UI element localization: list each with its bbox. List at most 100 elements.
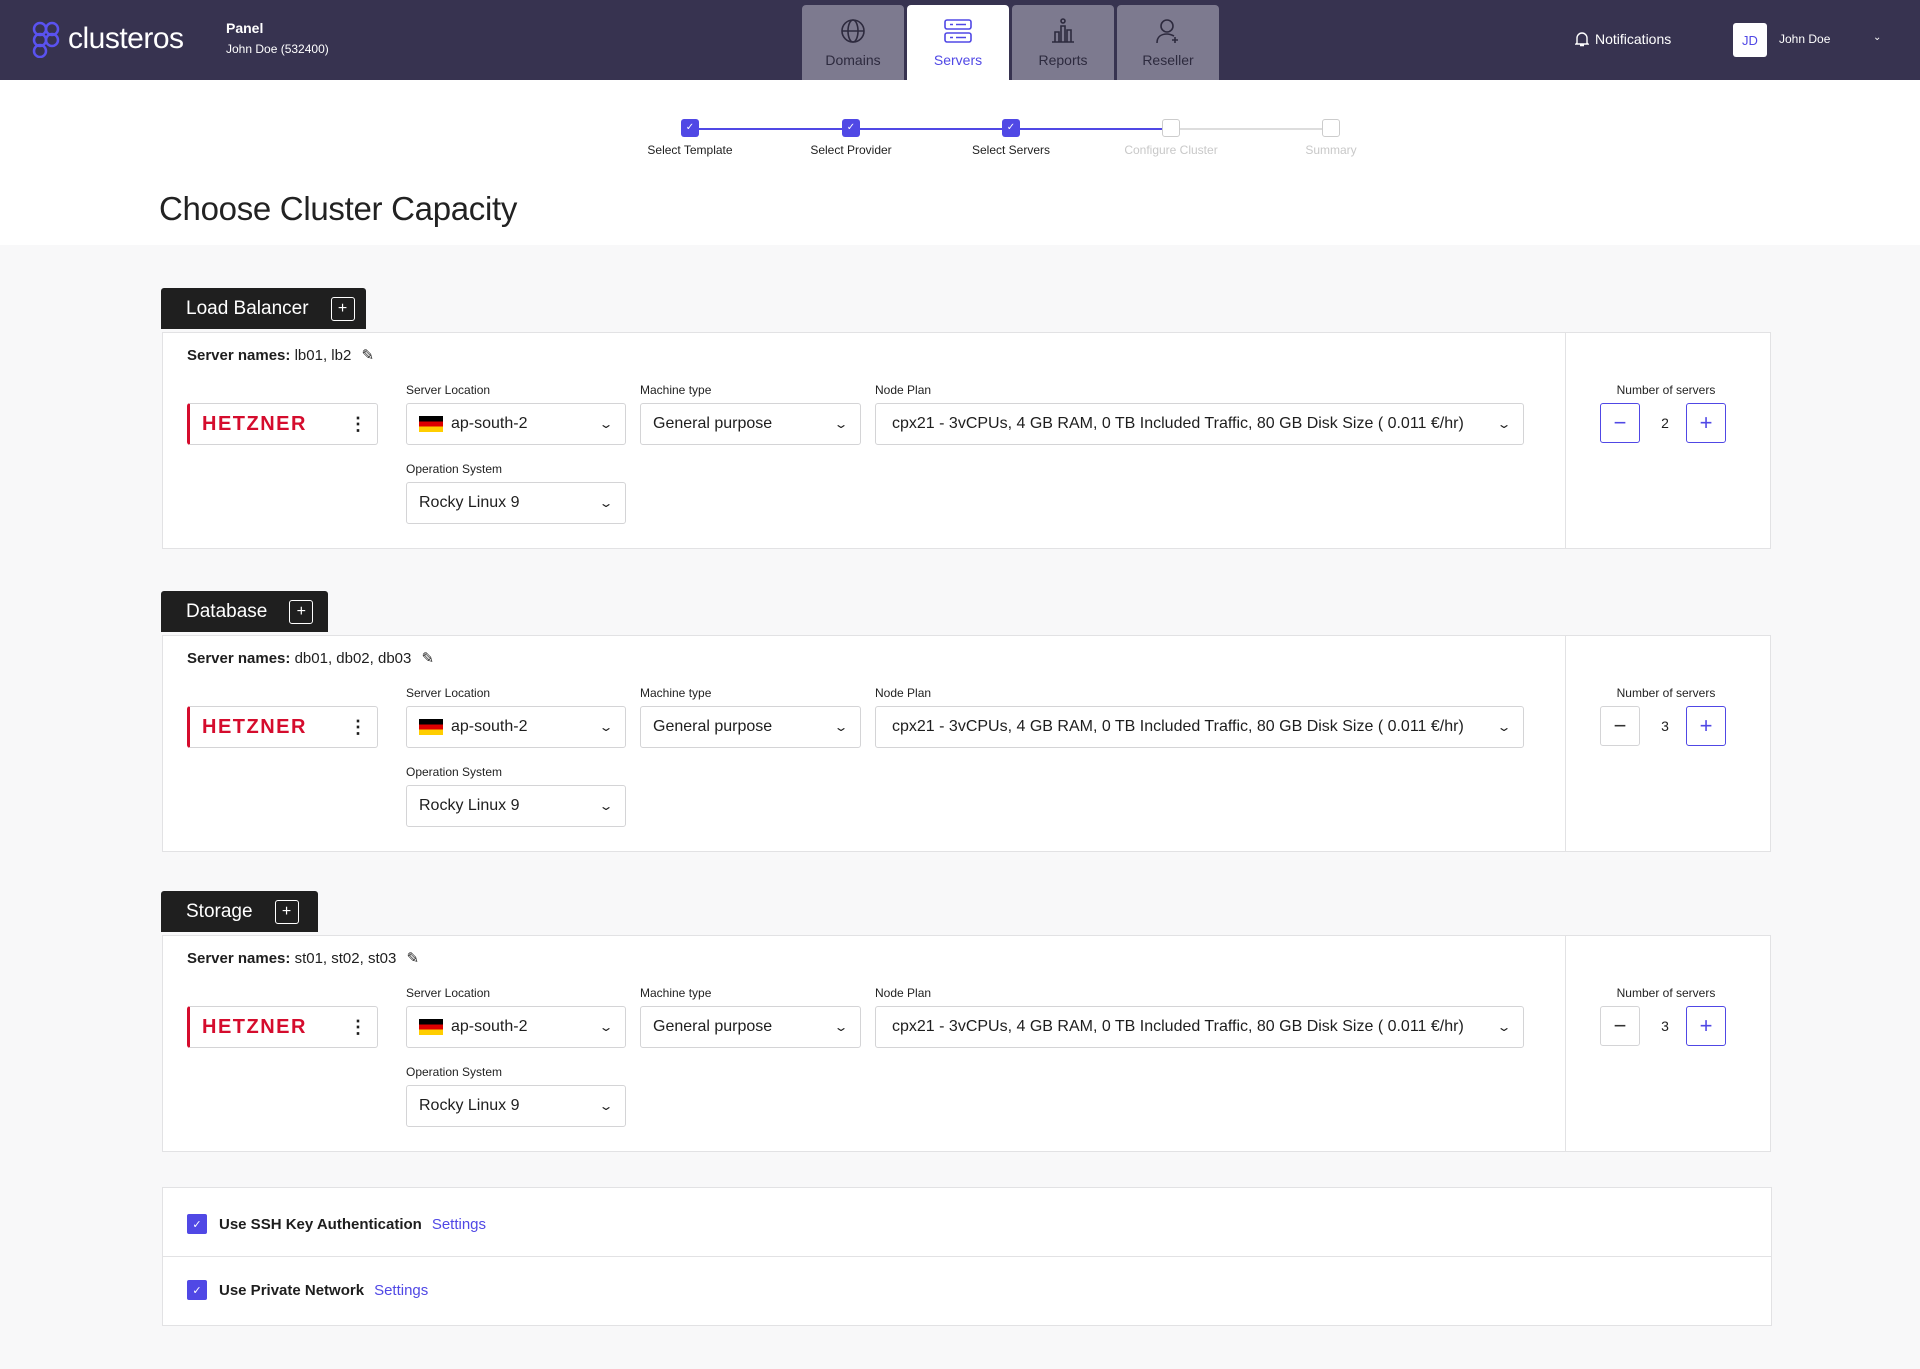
step-connector xyxy=(1171,128,1331,130)
os-label: Operation System xyxy=(406,765,503,779)
location-select[interactable]: ap-south-2 ⌄ xyxy=(406,706,626,748)
plan-value: cpx21 - 3vCPUs, 4 GB RAM, 0 TB Included … xyxy=(892,415,1464,432)
tab-domains[interactable]: Domains xyxy=(802,5,904,80)
plan-label: Node Plan xyxy=(875,686,932,700)
step-connector xyxy=(851,128,1011,130)
options-card: ✓ Use SSH Key Authentication Settings ✓ … xyxy=(162,1187,1772,1326)
chart-icon xyxy=(1052,18,1074,43)
chevron-down-icon[interactable]: ⌄ xyxy=(1873,32,1882,43)
location-value: ap-south-2 xyxy=(451,1018,528,1035)
chevron-down-icon: ⌄ xyxy=(598,496,614,510)
panel-user: John Doe (532400) xyxy=(226,42,329,56)
server-names: Server names: db01, db02, db03 ✎ xyxy=(187,649,434,667)
provider-card[interactable]: HETZNER ⋮ xyxy=(187,706,378,748)
location-label: Server Location xyxy=(406,986,491,1000)
more-vertical-icon[interactable]: ⋮ xyxy=(349,413,367,434)
divider xyxy=(1565,333,1566,548)
step-connector xyxy=(1011,128,1171,130)
private-network-checkbox[interactable]: ✓ xyxy=(187,1280,207,1300)
machine-label: Machine type xyxy=(640,686,712,700)
os-label: Operation System xyxy=(406,462,503,476)
ssh-checkbox[interactable]: ✓ xyxy=(187,1214,207,1234)
os-select[interactable]: Rocky Linux 9 ⌄ xyxy=(406,482,626,524)
chevron-down-icon: ⌄ xyxy=(1496,720,1512,734)
step-label: Select Template xyxy=(647,143,733,157)
hetzner-logo: HETZNER xyxy=(202,412,307,435)
server-names-label: Server names: xyxy=(187,950,291,967)
plan-label: Node Plan xyxy=(875,986,932,1000)
section-card-database: Server names: db01, db02, db03 ✎ HETZNER… xyxy=(162,635,1771,852)
chevron-down-icon: ⌄ xyxy=(833,1020,849,1034)
section-title: Load Balancer xyxy=(186,297,309,319)
location-label: Server Location xyxy=(406,686,491,700)
server-count-input[interactable]: 2 xyxy=(1661,415,1669,431)
step-box xyxy=(1162,119,1180,137)
chevron-down-icon: ⌄ xyxy=(598,720,614,734)
plan-label: Node Plan xyxy=(875,383,932,397)
server-count-input[interactable]: 3 xyxy=(1661,1018,1669,1034)
increment-button[interactable]: + xyxy=(1686,403,1726,443)
step-0: ✓ Select Template xyxy=(630,119,750,157)
tab-reports[interactable]: Reports xyxy=(1012,5,1114,80)
step-2: ✓ Select Servers xyxy=(951,119,1071,157)
private-network-settings-link[interactable]: Settings xyxy=(374,1281,429,1299)
tab-servers[interactable]: Servers xyxy=(907,5,1009,80)
divider xyxy=(1565,636,1566,851)
decrement-button[interactable]: − xyxy=(1600,706,1640,746)
provider-card[interactable]: HETZNER ⋮ xyxy=(187,403,378,445)
os-value: Rocky Linux 9 xyxy=(419,797,520,814)
germany-flag-icon xyxy=(419,416,443,432)
location-select[interactable]: ap-south-2 ⌄ xyxy=(406,403,626,445)
decrement-button[interactable]: − xyxy=(1600,1006,1640,1046)
machine-value: General purpose xyxy=(653,1018,773,1035)
node-plan-select[interactable]: cpx21 - 3vCPUs, 4 GB RAM, 0 TB Included … xyxy=(875,706,1524,748)
machine-label: Machine type xyxy=(640,383,712,397)
ssh-settings-link[interactable]: Settings xyxy=(431,1215,487,1233)
count-label: Number of servers xyxy=(1616,686,1716,700)
page-title: Choose Cluster Capacity xyxy=(159,190,518,227)
more-vertical-icon[interactable]: ⋮ xyxy=(349,1016,367,1037)
chevron-down-icon: ⌄ xyxy=(1496,1020,1512,1034)
notifications-button[interactable]: Notifications xyxy=(1575,31,1671,47)
machine-type-select[interactable]: General purpose ⌄ xyxy=(640,706,861,748)
server-count-input[interactable]: 3 xyxy=(1661,718,1669,734)
tab-label: Reseller xyxy=(1142,52,1194,68)
top-nav-bar: clusteros Panel John Doe (532400) Domain… xyxy=(0,0,1920,80)
chevron-down-icon: ⌄ xyxy=(598,417,614,431)
machine-type-select[interactable]: General purpose ⌄ xyxy=(640,403,861,445)
os-label: Operation System xyxy=(406,1065,503,1079)
increment-button[interactable]: + xyxy=(1686,706,1726,746)
os-select[interactable]: Rocky Linux 9 ⌄ xyxy=(406,1085,626,1127)
os-value: Rocky Linux 9 xyxy=(419,494,520,511)
increment-button[interactable]: + xyxy=(1686,1006,1726,1046)
pencil-icon[interactable]: ✎ xyxy=(361,347,375,364)
add-server-group-button[interactable]: + xyxy=(330,296,355,321)
os-select[interactable]: Rocky Linux 9 ⌄ xyxy=(406,785,626,827)
add-server-group-button[interactable]: + xyxy=(289,599,314,624)
decrement-button[interactable]: − xyxy=(1600,403,1640,443)
hetzner-logo: HETZNER xyxy=(202,715,307,738)
pencil-icon[interactable]: ✎ xyxy=(421,650,435,667)
step-4: Summary xyxy=(1271,119,1391,157)
node-plan-select[interactable]: cpx21 - 3vCPUs, 4 GB RAM, 0 TB Included … xyxy=(875,403,1524,445)
step-label: Configure Cluster xyxy=(1124,143,1218,157)
machine-type-select[interactable]: General purpose ⌄ xyxy=(640,1006,861,1048)
step-connector xyxy=(690,128,851,130)
os-value: Rocky Linux 9 xyxy=(419,1097,520,1114)
more-vertical-icon[interactable]: ⋮ xyxy=(349,716,367,737)
location-select[interactable]: ap-south-2 ⌄ xyxy=(406,1006,626,1048)
logo[interactable]: clusteros xyxy=(30,20,184,58)
tab-reseller[interactable]: Reseller xyxy=(1117,5,1219,80)
avatar[interactable]: JD xyxy=(1733,23,1767,57)
user-name[interactable]: John Doe xyxy=(1779,32,1831,46)
server-names-label: Server names: xyxy=(187,650,291,667)
node-plan-select[interactable]: cpx21 - 3vCPUs, 4 GB RAM, 0 TB Included … xyxy=(875,1006,1524,1048)
chevron-down-icon: ⌄ xyxy=(1496,417,1512,431)
check-icon: ✓ xyxy=(681,119,699,137)
machine-label: Machine type xyxy=(640,986,712,1000)
pencil-icon[interactable]: ✎ xyxy=(406,950,420,967)
panel-title: Panel xyxy=(226,20,264,36)
tab-label: Domains xyxy=(825,52,881,68)
add-server-group-button[interactable]: + xyxy=(274,899,299,924)
provider-card[interactable]: HETZNER ⋮ xyxy=(187,1006,378,1048)
